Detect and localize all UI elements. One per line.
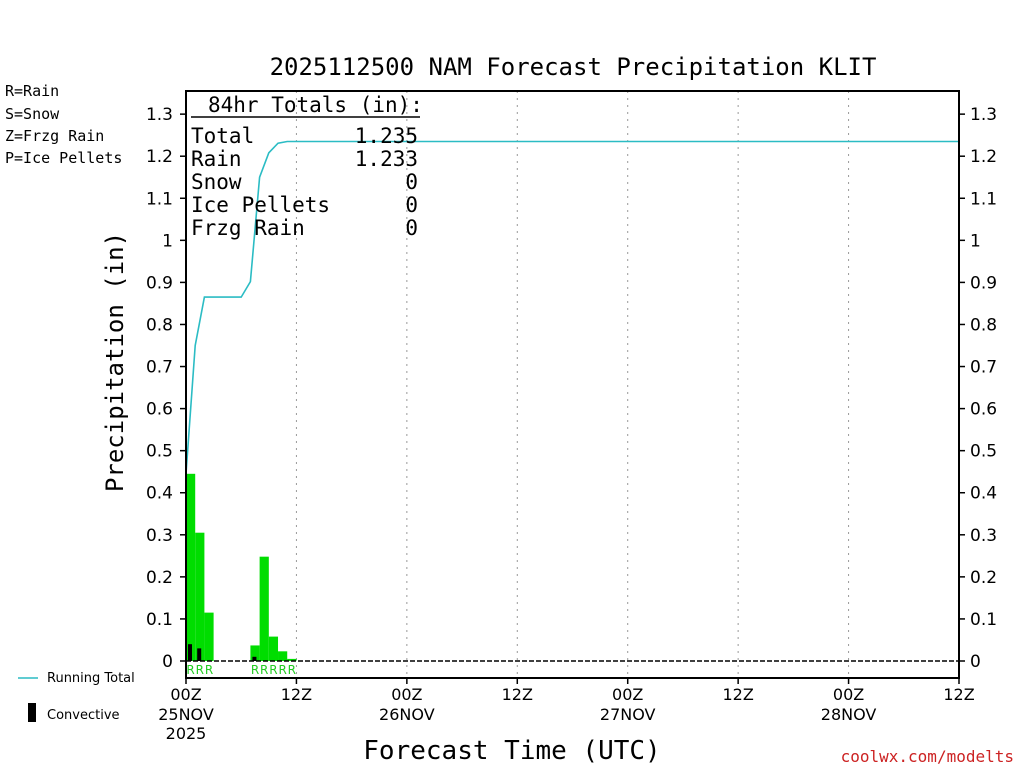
ptype-marker-1: R xyxy=(196,663,204,677)
precip-bars xyxy=(186,473,297,661)
x-tick-label-5: 12Z xyxy=(722,685,753,704)
y-tick-label-right-6: 0.6 xyxy=(970,400,997,420)
y-tick-label-left-11: 1.1 xyxy=(146,189,173,209)
convective-bar-3 xyxy=(252,656,257,661)
chart-title: 2025112500 NAM Forecast Precipitation KL… xyxy=(270,53,877,81)
x-tick-label-1: 12Z xyxy=(281,685,312,704)
y-tick-label-left-9: 0.9 xyxy=(146,273,173,293)
ptype-legend-rain: R=Rain xyxy=(5,82,59,100)
precip-bar-2 xyxy=(204,612,214,661)
y-tick-label-right-11: 1.1 xyxy=(970,189,997,209)
y-tick-label-right-0: 0 xyxy=(970,652,981,672)
precip-bar-5 xyxy=(268,636,279,661)
ptype-legend-snow: S=Snow xyxy=(5,105,60,123)
totals-label-rain: Rain xyxy=(191,147,242,171)
y-tick-label-left-2: 0.2 xyxy=(146,568,173,588)
y-tick-label-left-6: 0.6 xyxy=(146,400,173,420)
y-tick-label-right-12: 1.2 xyxy=(970,147,997,167)
precip-bar-6 xyxy=(278,651,288,661)
ptype-legend-ice-pellets: P=Ice Pellets xyxy=(5,149,122,167)
x-tick-label-3: 12Z xyxy=(502,685,533,704)
totals-value-ice-pellets: 0 xyxy=(405,193,418,217)
x-tick-label-0: 00Z xyxy=(170,685,201,704)
totals-label-snow: Snow xyxy=(191,170,242,194)
x-tick-label-6: 00Z xyxy=(833,685,864,704)
x-tick-date-2: 26NOV xyxy=(379,705,435,724)
x-tick-date-4: 27NOV xyxy=(600,705,656,724)
grid-lines xyxy=(295,91,850,678)
totals-value-total: 1.235 xyxy=(355,124,418,148)
y-tick-label-left-1: 0.1 xyxy=(146,610,173,630)
y-tick-label-left-8: 0.8 xyxy=(146,315,173,335)
y-tick-label-left-7: 0.7 xyxy=(146,358,173,378)
convective-legend-label: Convective xyxy=(47,708,120,723)
y-axis-label: Precipitation (in) xyxy=(101,232,129,492)
ptype-marker-3: R xyxy=(251,663,259,677)
precip-bar-3 xyxy=(250,645,260,661)
y-tick-label-left-5: 0.5 xyxy=(146,442,173,462)
ptype-marker-7: R xyxy=(288,663,296,677)
y-tick-label-right-4: 0.4 xyxy=(970,484,997,504)
y-tick-label-right-2: 0.2 xyxy=(970,568,997,588)
precip-bar-4 xyxy=(259,556,269,661)
y-tick-label-right-7: 0.7 xyxy=(970,358,997,378)
ptype-legend: R=Rain S=Snow Z=Frzg Rain P=Ice Pellets xyxy=(5,82,122,167)
y-tick-label-right-9: 0.9 xyxy=(970,273,997,293)
y-tick-label-right-8: 0.8 xyxy=(970,315,997,335)
running-total-line xyxy=(185,140,959,474)
convective-bars xyxy=(188,644,257,661)
y-tick-label-right-5: 0.5 xyxy=(970,442,997,462)
ptype-marker-0: R xyxy=(186,663,194,677)
ptype-legend-frzg-rain: Z=Frzg Rain xyxy=(5,127,104,145)
x-tick-label-2: 00Z xyxy=(391,685,422,704)
totals-label-total: Total xyxy=(191,124,254,148)
y-tick-label-right-3: 0.3 xyxy=(970,526,997,546)
y-tick-label-left-0: 0 xyxy=(162,652,173,672)
y-tick-label-right-13: 1.3 xyxy=(970,105,997,125)
totals-label-frzg-rain: Frzg Rain xyxy=(191,216,305,240)
totals-value-frzg-rain: 0 xyxy=(405,216,418,240)
x-tick-date-0: 25NOV xyxy=(158,705,214,724)
y-tick-label-left-13: 1.3 xyxy=(146,105,173,125)
totals-header: 84hr Totals (in): xyxy=(208,93,423,117)
x-tick-label-7: 12Z xyxy=(943,685,974,704)
plot-frame xyxy=(185,90,960,679)
totals-value-snow: 0 xyxy=(405,170,418,194)
precip-bar-7 xyxy=(287,658,297,661)
y-tick-label-left-10: 1 xyxy=(162,231,173,251)
x-tick-year-0: 2025 xyxy=(166,724,207,743)
y-tick-label-left-4: 0.4 xyxy=(146,484,173,504)
x-tick-label-4: 00Z xyxy=(612,685,643,704)
y-tick-label-left-3: 0.3 xyxy=(146,526,173,546)
ptype-marker-4: R xyxy=(260,663,268,677)
convective-bar-1 xyxy=(197,648,202,661)
precip-bar-1 xyxy=(195,532,205,661)
convective-legend-swatch xyxy=(28,703,36,722)
ptype-marker-6: R xyxy=(278,663,286,677)
x-tick-date-6: 28NOV xyxy=(821,705,877,724)
credit-link[interactable]: coolwx.com/modelts xyxy=(841,747,1014,766)
x-axis-label: Forecast Time (UTC) xyxy=(363,736,660,766)
running-total-legend-label: Running Total xyxy=(47,671,135,686)
ptype-marker-5: R xyxy=(269,663,277,677)
precip-bar-0 xyxy=(186,473,196,661)
series-legend: Running Total Convective xyxy=(18,671,135,723)
y-tick-label-right-10: 1 xyxy=(970,231,981,251)
y-tick-label-left-12: 1.2 xyxy=(146,147,173,167)
totals-value-rain: 1.233 xyxy=(355,147,418,171)
totals-box: 84hr Totals (in): Total 1.235 Rain 1.233… xyxy=(191,93,423,240)
convective-bar-0 xyxy=(188,644,192,661)
totals-label-ice-pellets: Ice Pellets xyxy=(191,193,330,217)
y-ticks: 0 00.1 0.10.2 0.20.3 0.30.4 0.40.5 0.50.6 0.60.… xyxy=(146,105,997,672)
ptype-marker-2: R xyxy=(205,663,213,677)
y-tick-label-right-1: 0.1 xyxy=(970,610,997,630)
running-total-series xyxy=(185,140,959,474)
